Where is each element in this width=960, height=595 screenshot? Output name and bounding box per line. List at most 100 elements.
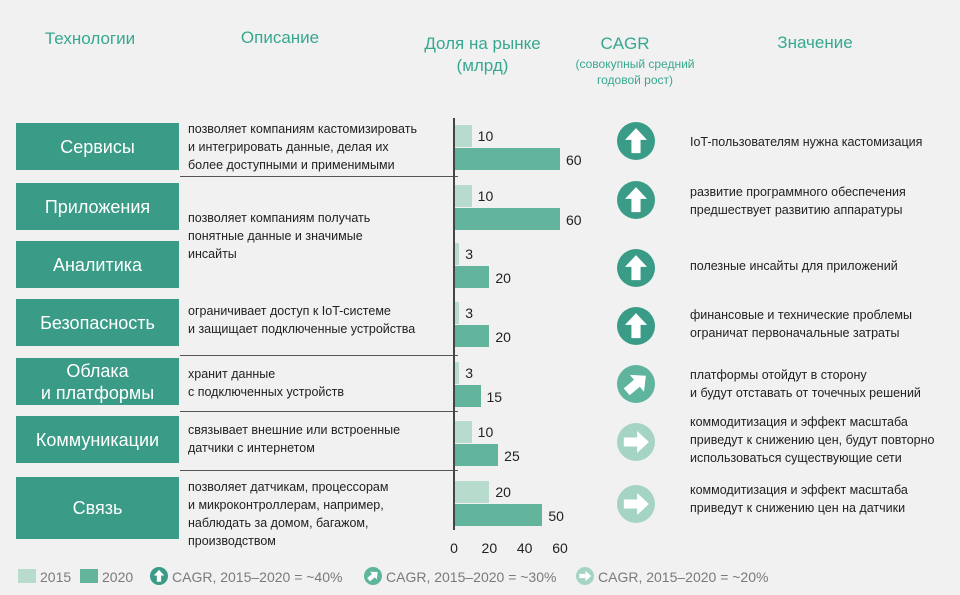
description-line: датчики с интернетом [188,441,315,455]
bar-2020 [454,208,560,230]
row-separator [180,470,458,471]
description-line: позволяет компаниям получать [188,211,371,225]
bar-2015 [454,362,460,384]
bar-2020 [454,266,490,288]
meaning-line: финансовые и технические проблемы [690,308,912,322]
bar-2015-value: 10 [477,424,494,440]
description-line: инсайты [188,247,237,261]
description-line: производством [188,534,276,548]
bar-2020 [454,385,481,407]
legend-cagr20-label: CAGR, 2015–2020 = ~20% [598,569,769,585]
tech-label-box: Безопасность [16,299,179,346]
tech-label-box: Сервисы [16,123,179,170]
x-tick-label: 0 [450,540,458,556]
tech-label-box: Приложения [16,183,179,230]
chart-axis-line [453,118,455,530]
header-market-share-line1: Доля на рынке [424,34,541,53]
description-line: наблюдать за домом, багажом, [188,516,369,530]
header-cagr-sub2: годовой рост) [597,73,673,87]
row-separator [180,176,458,177]
tech-description: хранит данные с подключенных устройств [188,365,450,401]
description-line: позволяет датчикам, процессорам [188,480,389,494]
meaning-text: платформы отойдут в сторону и будут отста… [690,366,955,402]
description-line: с подключенных устройств [188,385,345,399]
bar-2020-value: 20 [495,270,511,286]
meaning-line: коммодитизация и эффект масштаба [690,415,908,429]
meaning-line: платформы отойдут в сторону [690,368,867,382]
meaning-line: предшествует развитию аппаратуры [690,203,903,217]
tech-label-box: Аналитика [16,241,179,288]
header-meaning: Значение [777,33,853,52]
meaning-text: полезные инсайты для приложений [690,257,955,275]
row-separator [180,411,458,412]
tech-label-box: Связь [16,477,179,539]
arrow-up-icon [617,249,655,287]
tech-label: Коммуникации [35,429,160,450]
arrow-diagonal-icon [617,365,655,403]
bar-2015 [454,185,472,207]
bar-2020 [454,444,499,466]
arrow-right-icon [617,485,655,523]
bar-2015-value: 3 [465,246,474,262]
bar-2015 [454,302,460,324]
meaning-line: развитие программного обеспечения [690,185,906,199]
bar-2015-value: 3 [465,305,474,321]
tech-description: позволяет компаниям кастомизировать и инт… [188,120,450,174]
tech-description: позволяет датчикам, процессорам и микроко… [188,478,450,550]
meaning-line: приведут к снижению цен на датчики [690,501,906,515]
bar-2015-value: 10 [477,128,494,144]
bar-2015-value: 10 [477,188,494,204]
header-description: Описание [240,28,320,47]
bar-2020 [454,325,490,347]
tech-description: ограничивает доступ к IoT-системе и защищ… [188,302,450,338]
meaning-line: полезные инсайты для приложений [690,259,898,273]
tech-label-box: Коммуникации [16,416,179,463]
tech-label: Связь [72,498,123,518]
arrow-up-icon [617,307,655,345]
header-cagr-sub1: (совокупный средний [575,57,695,71]
tech-description: связывает внешние или встроенные датчики … [188,421,450,457]
legend-cagr40-label: CAGR, 2015–2020 = ~40% [172,569,343,585]
bar-2020-value: 60 [566,152,582,168]
bar-2015 [454,421,472,443]
tech-label-box: Облака и платформы [16,358,179,405]
tech-label: Аналитика [52,254,143,275]
description-line: и интегрировать данные, делая их [188,140,389,154]
legend-cagr40-icon [150,567,168,585]
arrow-right-icon [617,423,655,461]
meaning-text: финансовые и технические проблемы огранич… [690,306,955,342]
description-line: связывает внешние или встроенные [188,423,401,437]
x-tick-label: 60 [552,540,568,556]
meaning-text: IoT-пользователям нужна кастомизация [690,133,955,151]
bar-2020-value: 50 [548,508,564,524]
legend-2020-swatch [80,569,98,583]
tech-label: Безопасность [40,312,155,333]
header-market-share: Доля на рынке (млрд) [400,33,565,77]
header-cagr: CAGR [600,34,650,53]
bar-2015 [454,125,472,147]
bar-2020-value: 20 [495,329,511,345]
bar-2020-value: 15 [486,389,503,405]
bar-2015 [454,243,460,265]
x-tick-label: 40 [516,540,533,556]
description-line: понятные данные и значимые [188,229,363,243]
legend-2015-swatch [18,569,36,583]
legend-2015-label: 2015 [40,569,72,585]
tech-label: Приложения [44,196,151,217]
description-line: и защищает подключенные устройства [188,322,416,336]
legend-cagr20-icon [576,567,594,585]
shared-description: позволяет компаниям получать понятные дан… [188,209,450,263]
meaning-line: приведут к снижению цен, будут повторно [690,433,935,447]
legend-cagr30-label: CAGR, 2015–2020 = ~30% [386,569,557,585]
meaning-line: использоваться существующие сети [690,451,902,465]
tech-label: Сервисы [60,136,135,157]
bar-2020 [454,504,543,526]
bar-2020 [454,148,560,170]
description-line: позволяет компаниям кастомизировать [188,122,417,136]
tech-label: Облака и платформы [40,360,155,403]
description-line: и микроконтроллерам, например, [188,498,384,512]
meaning-text: развитие программного обеспечения предшес… [690,183,955,219]
description-line: хранит данные [188,367,276,381]
bar-2015-value: 3 [465,365,474,381]
arrow-up-icon [617,181,655,219]
